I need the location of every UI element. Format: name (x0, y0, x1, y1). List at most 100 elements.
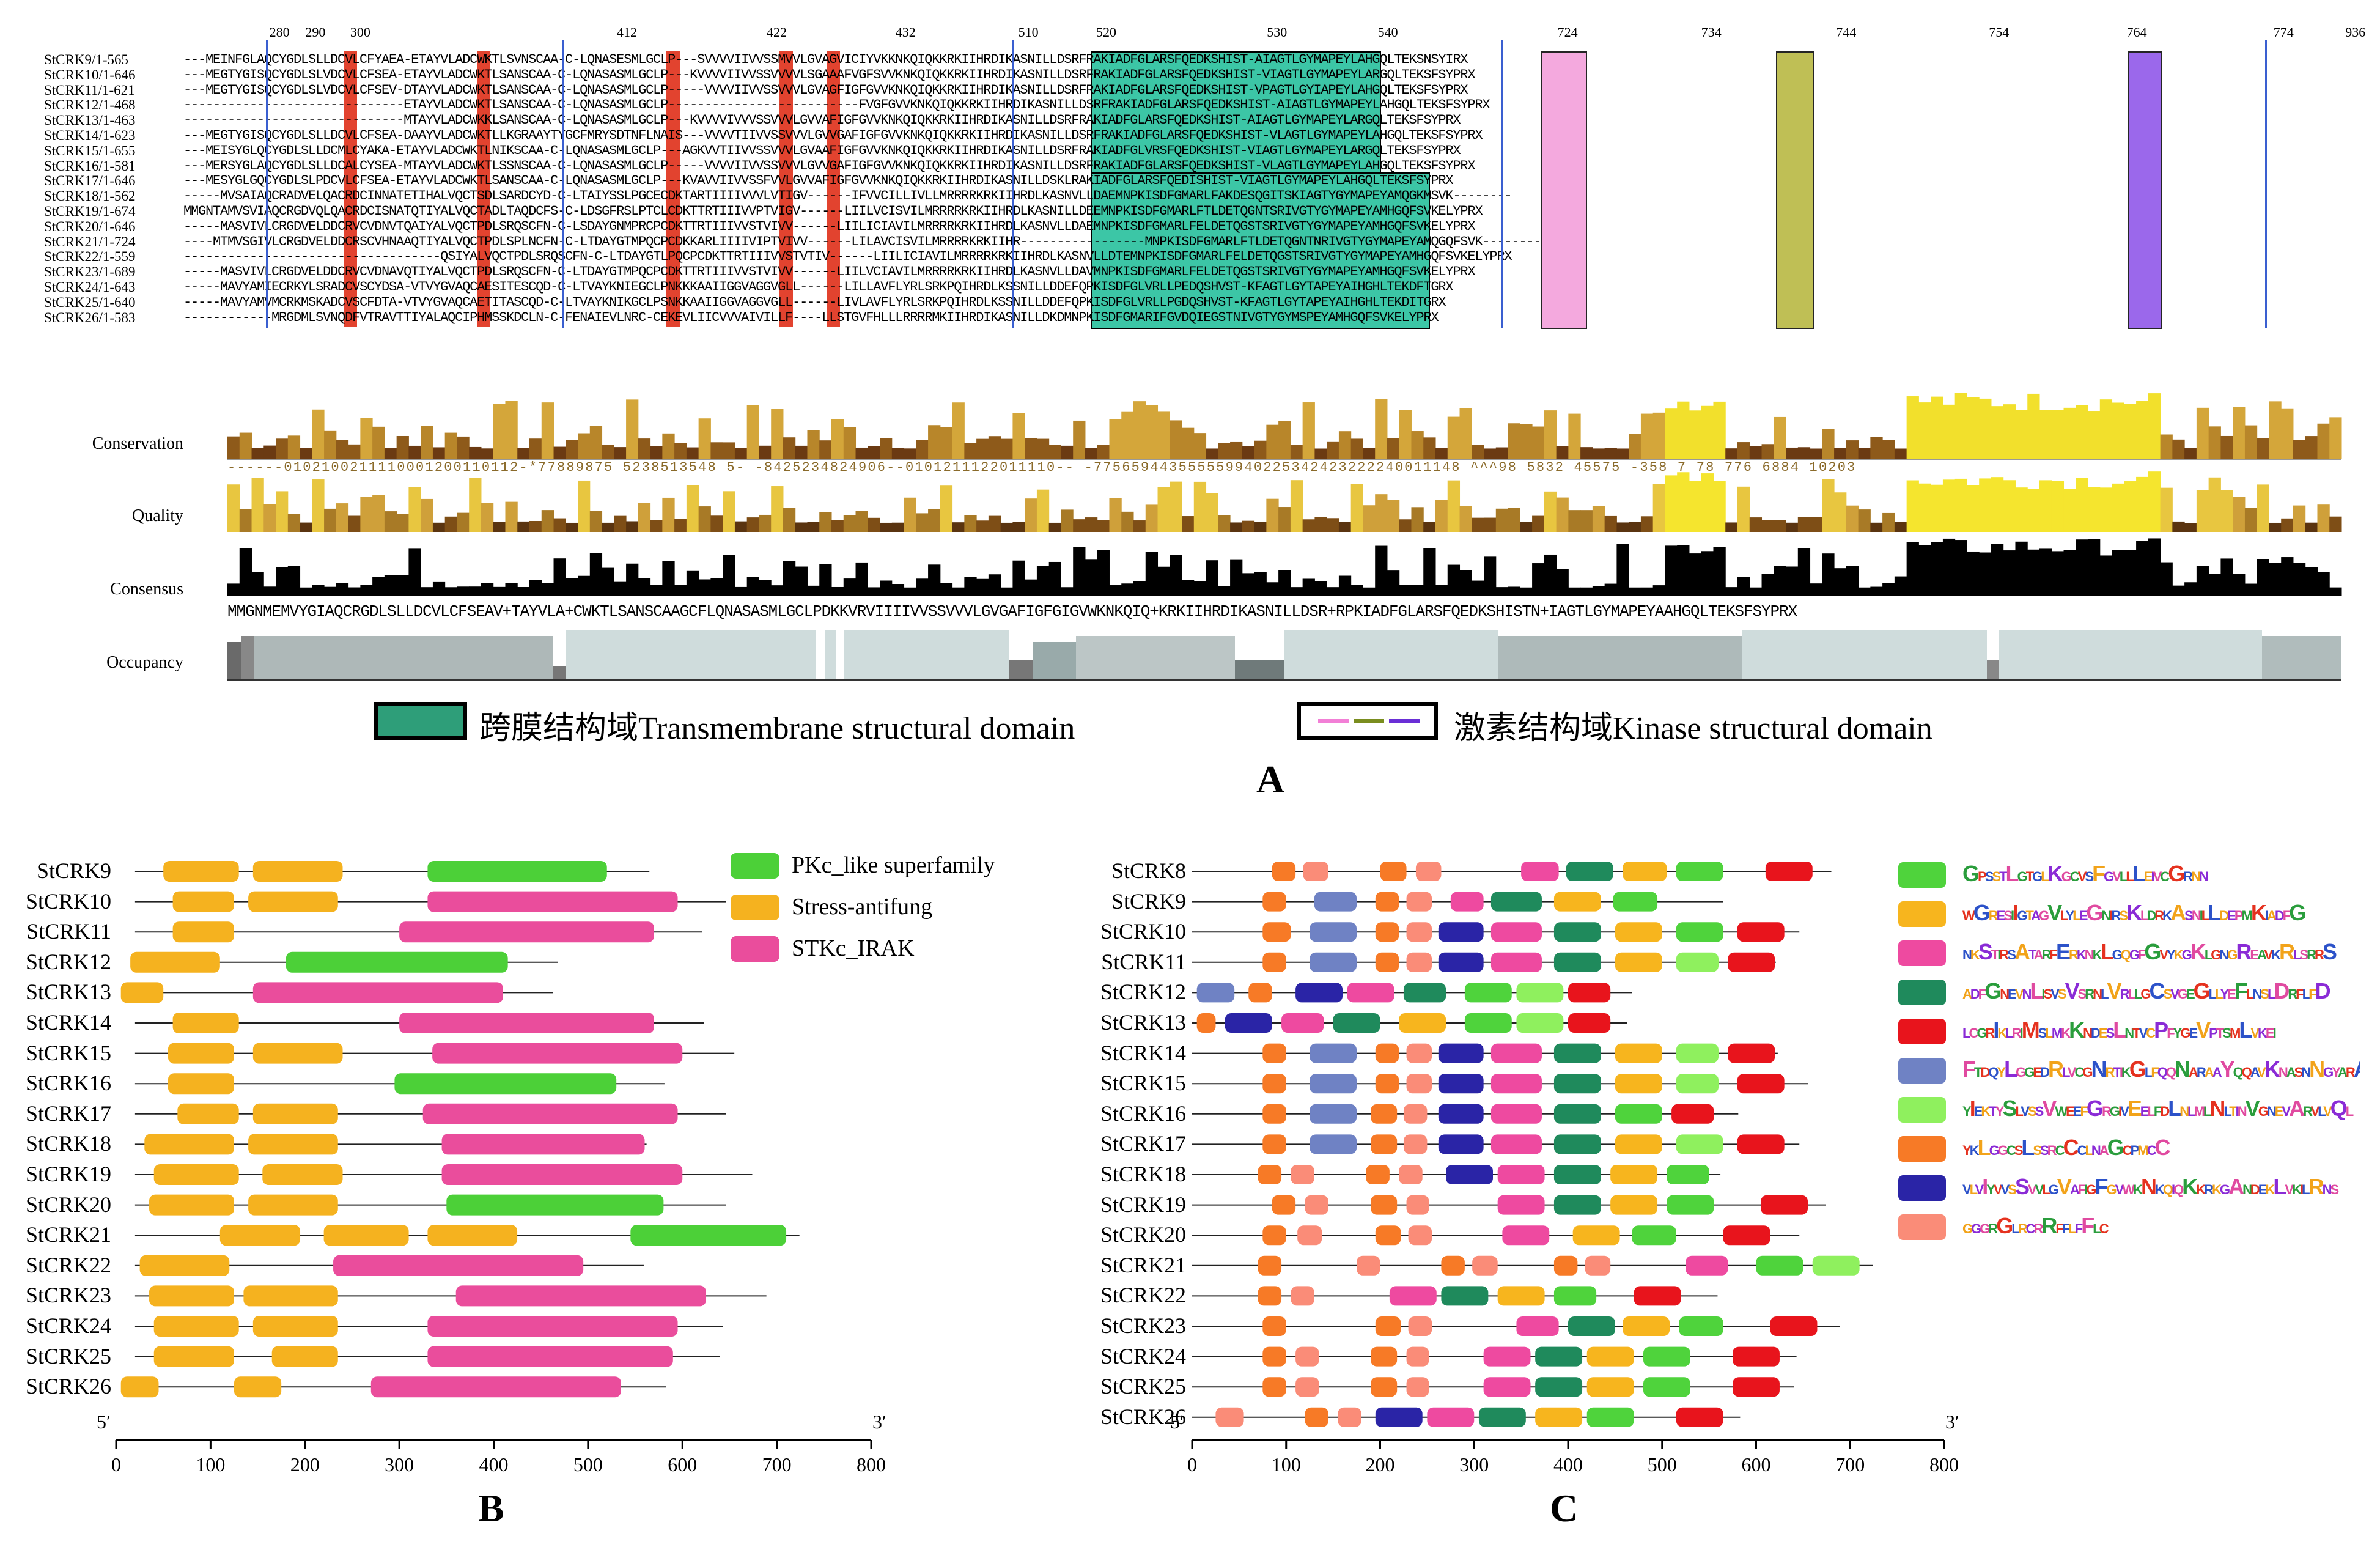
logo-residue: E (2186, 986, 2195, 1002)
track-bar (795, 445, 808, 459)
track-bar (1290, 587, 1303, 596)
logo-residue: R (2154, 908, 2164, 923)
logo-residue: V (1993, 1182, 2003, 1197)
domain-box (149, 1194, 234, 1216)
track-bar (1665, 545, 1678, 596)
track-bar (2329, 516, 2342, 532)
motif-box (1553, 1043, 1601, 1063)
logo-residue: N (2237, 1104, 2247, 1119)
track-bar (578, 433, 591, 459)
logo-residue: E (2227, 986, 2236, 1002)
alignment-position-label: 540 (1377, 24, 1398, 40)
motif-architecture-row (1192, 1255, 1873, 1276)
logo-residue: L (2011, 1221, 2020, 1236)
logo-residue: K (2292, 1182, 2302, 1197)
track-bar (1025, 498, 1037, 532)
panel-b-axis (115, 1439, 872, 1449)
occupancy-segment (1284, 630, 1498, 679)
motif-box (1262, 1043, 1286, 1063)
track-bar (868, 517, 880, 532)
track-bar (626, 563, 639, 596)
domain-box (153, 1164, 239, 1185)
logo-residue: Q (2162, 1182, 2173, 1197)
track-bar (481, 583, 494, 596)
track-bar (1230, 559, 1243, 596)
gene-name: StCRK19 (25, 1162, 111, 1186)
logo-residue: F (1978, 986, 1987, 1002)
motif-box (1553, 892, 1601, 912)
motif-box (1483, 1377, 1531, 1397)
track-bar (855, 562, 868, 596)
track-bar (1616, 448, 1629, 459)
track-bar (2160, 562, 2173, 596)
track-bar (1520, 522, 1533, 532)
track-bar (505, 501, 518, 532)
motif-box (1305, 1195, 1328, 1215)
track-bar (734, 448, 748, 459)
track-bar (287, 514, 301, 532)
track-bar (360, 585, 373, 596)
logo-residue: E (2127, 1096, 2142, 1121)
logo-residue: L (2208, 900, 2221, 925)
logo-residue: V (2021, 1104, 2030, 1119)
motif-box (1310, 1104, 1357, 1124)
track-bar (1350, 484, 1363, 532)
logo-residue: A (2289, 1096, 2305, 1121)
logo-residue: V (2285, 1182, 2294, 1197)
three-prime-label: 3′ (872, 1411, 886, 1433)
logo-residue: G (2177, 986, 2188, 1002)
logo-residue: L (2140, 908, 2149, 923)
logo-residue: L (2068, 1221, 2077, 1236)
logo-residue: D (2146, 908, 2156, 923)
logo-residue: M (2021, 1017, 2040, 1043)
logo-residue: G (2323, 1065, 2334, 1080)
track-bar (638, 438, 651, 459)
track-bar (723, 555, 735, 596)
track-bar (2088, 539, 2101, 596)
track-bar (662, 433, 675, 459)
conserved-cysteine-column (666, 51, 680, 327)
track-bar (2220, 558, 2233, 596)
logo-residue: N (2301, 1065, 2311, 1080)
track-bar (1121, 583, 1134, 596)
domain-box (262, 1164, 343, 1185)
logo-residue: N (2141, 1174, 2157, 1199)
track-bar (1834, 448, 1847, 459)
track-bar (348, 515, 361, 532)
gene-architecture-row (134, 1255, 644, 1276)
motif-box (1676, 1407, 1723, 1427)
motif-box (1643, 1346, 1690, 1367)
logo-residue: F (2080, 1104, 2088, 1119)
motif-box (1464, 983, 1512, 1003)
axis-tick-label: 500 (573, 1453, 603, 1475)
gene-name: StCRK24 (25, 1313, 111, 1338)
track-bar (602, 567, 614, 596)
motif-box (1438, 1074, 1484, 1094)
sequence-name: StCRK12/1-468 (44, 97, 136, 113)
sequence-residues: ---MEISYGLQCYGDLSLLDCMLCYAKA-ETAYVLADCWK… (183, 142, 1461, 158)
domain-box (120, 1376, 159, 1398)
track-bar (759, 445, 772, 459)
track-bar (940, 485, 953, 532)
track-bar (2051, 410, 2065, 459)
track-bar (1145, 405, 1159, 459)
track-bar (312, 409, 325, 459)
track-bar (263, 445, 276, 459)
track-bar (650, 446, 663, 459)
axis-tick-label: 800 (1929, 1453, 1959, 1475)
track-bar (263, 504, 276, 532)
track-bar (287, 566, 301, 596)
track-bar (904, 587, 916, 596)
track-bar (1495, 587, 1509, 596)
track-bar (1931, 542, 1943, 596)
logo-residue: I (1982, 1174, 1988, 1199)
motif-box (1438, 1134, 1484, 1154)
logo-residue: E (2274, 1104, 2284, 1119)
motif-box (1262, 1134, 1286, 1154)
logo-residue: G (1962, 1221, 1973, 1236)
axis-tick-label: 200 (1365, 1453, 1395, 1475)
track-bar (1882, 583, 1895, 596)
motif-box (1676, 862, 1723, 881)
track-bar (541, 583, 554, 596)
track-bar (964, 443, 977, 459)
